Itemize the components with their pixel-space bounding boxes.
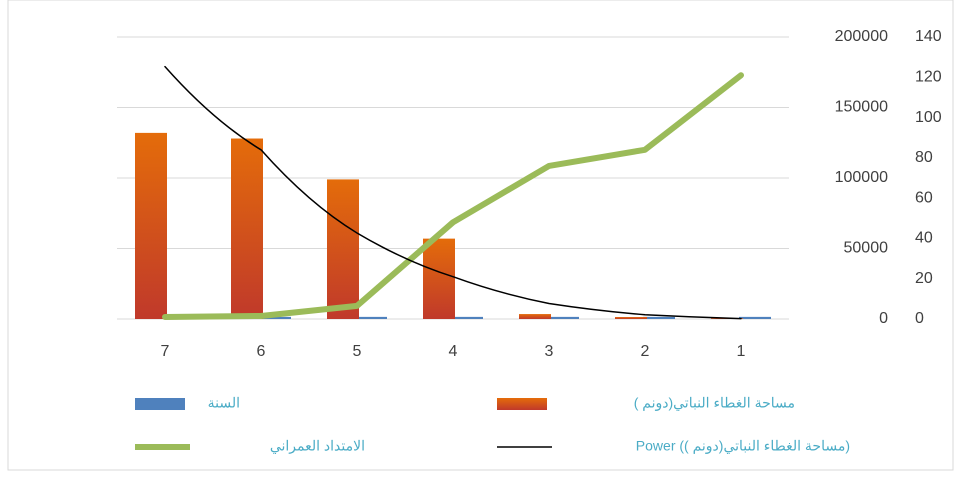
x-tick-label: 4 [449, 343, 458, 360]
x-tick-label: 6 [257, 343, 266, 360]
x-tick-label: 5 [353, 343, 362, 360]
legend-label: Power (مساحة الغطاء النباتي(دونم )) [636, 438, 850, 455]
y-tick-label: 200000 [835, 28, 888, 45]
y2-tick-label: 40 [915, 230, 933, 247]
x-tick-label: 3 [545, 343, 554, 360]
bar [615, 317, 647, 319]
y2-tick-label: 120 [915, 69, 942, 86]
y-tick-label: 150000 [835, 99, 888, 116]
y-tick-label: 0 [879, 310, 888, 327]
x-tick-label: 1 [737, 343, 746, 360]
legend-label: الامتداد العمراني [270, 438, 365, 455]
y2-tick-label: 100 [915, 109, 942, 126]
bar [519, 314, 551, 319]
legend-swatch [497, 398, 547, 410]
trend-line [164, 65, 742, 320]
frame [7, 0, 954, 471]
bar [643, 316, 675, 319]
y-tick-label: 100000 [835, 169, 888, 186]
bar [355, 316, 387, 319]
line [162, 72, 744, 320]
y2-tick-label: 20 [915, 270, 933, 287]
bar [451, 316, 483, 319]
y2-tick-label: 140 [915, 28, 942, 45]
bar [135, 132, 167, 319]
x-tick-label: 2 [641, 343, 650, 360]
bar [259, 316, 291, 319]
bar [423, 238, 455, 319]
y2-tick-label: 0 [915, 310, 924, 327]
legend-label: السنة [208, 395, 240, 411]
y2-tick-label: 60 [915, 189, 933, 206]
y-tick-label: 50000 [844, 240, 889, 257]
bar [231, 138, 263, 319]
legend-label: مساحة الغطاء النباتي(دونم ) [634, 395, 795, 412]
y2-tick-label: 80 [915, 149, 933, 166]
legend-swatch [135, 398, 185, 410]
bar [547, 316, 579, 319]
bar [327, 179, 359, 319]
bar [739, 316, 771, 319]
x-tick-label: 7 [161, 343, 170, 360]
